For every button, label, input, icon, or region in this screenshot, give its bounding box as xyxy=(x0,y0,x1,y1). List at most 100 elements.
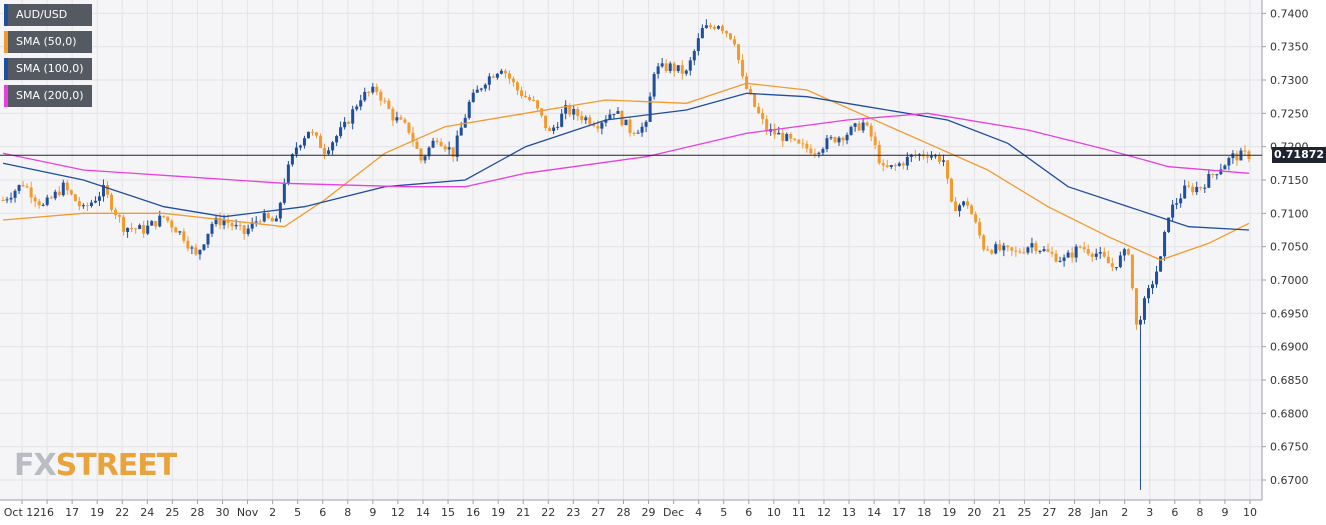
candle-body xyxy=(202,244,206,250)
candle-body xyxy=(218,217,222,226)
candle-body xyxy=(351,109,355,124)
x-tick-label: 6 xyxy=(745,506,752,519)
candle-body xyxy=(1082,247,1086,250)
x-tick-label: 12 xyxy=(817,506,831,519)
x-tick-label: 28 xyxy=(616,506,630,519)
x-tick-label: 14 xyxy=(416,506,430,519)
candle-body xyxy=(937,155,941,162)
candle-body xyxy=(628,119,632,133)
legend-item-sma200[interactable]: SMA (200,0) xyxy=(4,85,92,107)
candle-body xyxy=(198,249,202,255)
candle-body xyxy=(250,222,254,229)
candle-body xyxy=(1058,260,1062,262)
candle-body xyxy=(439,141,443,147)
candle-body xyxy=(93,200,97,203)
candle-body xyxy=(696,38,700,52)
candle-body xyxy=(447,147,451,150)
candle-body xyxy=(1,200,5,201)
candle-body xyxy=(17,184,21,191)
candle-body xyxy=(552,127,556,131)
y-tick-label: 0.6900 xyxy=(1270,341,1309,354)
x-tick-label: 5 xyxy=(720,506,727,519)
candle-body xyxy=(262,213,266,222)
candle-body xyxy=(182,231,186,241)
candle-body xyxy=(954,201,958,212)
sma-200-line xyxy=(2,112,1250,188)
candle-body xyxy=(1118,255,1122,268)
candle-body xyxy=(684,70,688,74)
y-tick-label: 0.6700 xyxy=(1270,474,1309,487)
y-axis: 0.74000.73500.73000.72500.72000.71500.71… xyxy=(1261,0,1309,500)
x-tick-label: 14 xyxy=(867,506,881,519)
y-tick-label: 0.6950 xyxy=(1270,307,1309,320)
current-price-tag: 0.71872 xyxy=(1272,147,1326,164)
candle-body xyxy=(294,147,298,155)
candle-body xyxy=(383,100,387,102)
candle-body xyxy=(636,132,640,134)
candle-body xyxy=(1018,251,1022,253)
candle-body xyxy=(869,125,873,137)
candle-body xyxy=(572,109,576,115)
legend-item-sma100[interactable]: SMA (100,0) xyxy=(4,58,92,80)
legend-label-sma200: SMA (200,0) xyxy=(16,89,84,102)
candle-body xyxy=(624,119,628,126)
candle-body xyxy=(174,227,178,233)
x-tick-label: 22 xyxy=(541,506,555,519)
candle-body xyxy=(1114,267,1118,269)
candle-body xyxy=(1006,245,1010,248)
candle-body xyxy=(37,201,41,206)
candle-body xyxy=(77,201,81,207)
candle-body xyxy=(335,136,339,143)
candle-body xyxy=(933,155,937,157)
candle-body xyxy=(142,225,146,234)
candle-body xyxy=(415,141,419,149)
candle-body xyxy=(49,197,53,199)
y-tick-label: 0.6800 xyxy=(1270,407,1309,420)
candle-body xyxy=(1223,165,1227,170)
candle-body xyxy=(327,150,331,154)
candle-body xyxy=(427,147,431,157)
candle-body xyxy=(1002,245,1006,251)
y-tick-label: 0.7350 xyxy=(1270,41,1309,54)
candle-body xyxy=(85,205,89,207)
candle-body xyxy=(813,153,817,155)
candle-body xyxy=(885,165,889,168)
candle-body xyxy=(712,26,716,29)
candle-body xyxy=(69,190,73,195)
candle-body xyxy=(1151,284,1155,289)
candle-body xyxy=(194,247,198,255)
x-tick-label: 4 xyxy=(695,506,702,519)
candle-body xyxy=(246,228,250,234)
candle-body xyxy=(1022,252,1026,254)
x-tick-label: 30 xyxy=(215,506,229,519)
candle-body xyxy=(733,39,737,45)
sma-50-line xyxy=(2,82,1250,261)
candle-body xyxy=(1110,263,1114,268)
candle-body xyxy=(1066,252,1070,258)
candle-body xyxy=(942,160,946,162)
candle-body xyxy=(576,109,580,116)
candle-body xyxy=(286,164,290,183)
candle-body xyxy=(110,194,114,210)
x-tick-label: 19 xyxy=(942,506,956,519)
legend-swatch-audusd xyxy=(4,4,8,26)
candle-body xyxy=(1175,203,1179,205)
x-tick-label: 20 xyxy=(967,506,981,519)
candle-body xyxy=(1098,252,1102,254)
x-tick-label: 9 xyxy=(1221,506,1228,519)
legend-item-sma50[interactable]: SMA (50,0) xyxy=(4,31,92,53)
candle-body xyxy=(1126,249,1130,255)
candle-body xyxy=(1054,253,1058,262)
candle-body xyxy=(905,156,909,166)
candle-body xyxy=(1078,246,1082,248)
candle-body xyxy=(761,112,765,120)
candle-body xyxy=(1026,247,1030,253)
candle-body xyxy=(901,163,905,166)
candle-body xyxy=(1187,185,1191,187)
legend-item-audusd[interactable]: AUD/USD xyxy=(4,4,92,26)
x-tick-label: Jan xyxy=(1090,506,1108,519)
candle-body xyxy=(841,137,845,141)
candle-body xyxy=(982,235,986,250)
y-tick-label: 0.7300 xyxy=(1270,74,1309,87)
x-tick-label: 23 xyxy=(566,506,580,519)
